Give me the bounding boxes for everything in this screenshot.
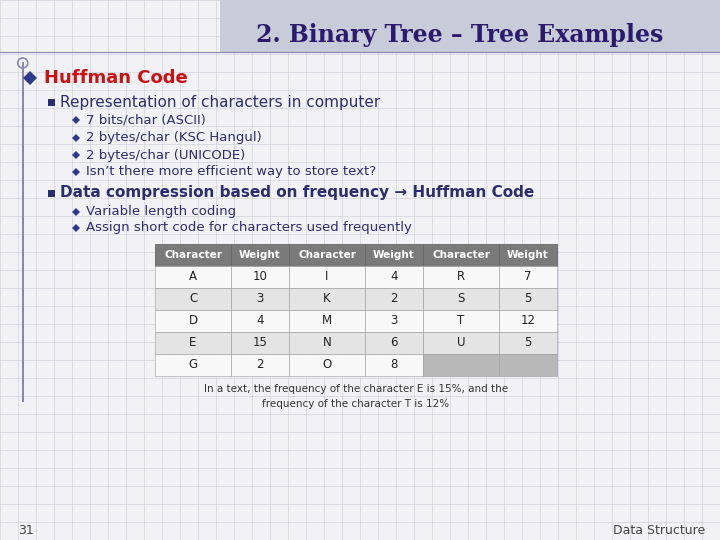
- Text: 7: 7: [524, 271, 532, 284]
- Bar: [231, 288, 289, 310]
- Bar: [289, 266, 365, 288]
- Bar: [499, 310, 557, 332]
- Text: 15: 15: [253, 336, 267, 349]
- Bar: [155, 288, 231, 310]
- Text: 2 bytes/char (UNICODE): 2 bytes/char (UNICODE): [86, 148, 246, 161]
- Text: 4: 4: [256, 314, 264, 327]
- Polygon shape: [72, 151, 80, 159]
- Text: Representation of characters in computer: Representation of characters in computer: [60, 94, 380, 110]
- Text: O: O: [323, 359, 332, 372]
- Text: K: K: [323, 293, 330, 306]
- Bar: [365, 354, 423, 376]
- Polygon shape: [72, 116, 80, 124]
- Polygon shape: [23, 71, 37, 85]
- Bar: [155, 310, 231, 332]
- Bar: [231, 332, 289, 354]
- Bar: [289, 288, 365, 310]
- Text: 5: 5: [524, 293, 531, 306]
- Bar: [499, 244, 557, 266]
- Text: 3: 3: [256, 293, 264, 306]
- Bar: [423, 244, 499, 266]
- Text: G: G: [189, 359, 197, 372]
- Bar: [48, 190, 55, 197]
- Text: Weight: Weight: [373, 250, 415, 260]
- Bar: [423, 310, 499, 332]
- Bar: [231, 354, 289, 376]
- Text: D: D: [189, 314, 197, 327]
- Text: 2: 2: [390, 293, 397, 306]
- Bar: [289, 332, 365, 354]
- Text: 4: 4: [390, 271, 397, 284]
- Bar: [423, 288, 499, 310]
- Text: T: T: [457, 314, 464, 327]
- Text: 31: 31: [18, 523, 34, 537]
- Text: 2 bytes/char (KSC Hangul): 2 bytes/char (KSC Hangul): [86, 132, 262, 145]
- Text: U: U: [456, 336, 465, 349]
- Text: 2. Binary Tree – Tree Examples: 2. Binary Tree – Tree Examples: [256, 23, 664, 47]
- Polygon shape: [72, 168, 80, 176]
- Text: A: A: [189, 271, 197, 284]
- Bar: [289, 310, 365, 332]
- Text: Data Structure: Data Structure: [613, 523, 705, 537]
- Bar: [365, 288, 423, 310]
- Bar: [499, 332, 557, 354]
- Text: Weight: Weight: [507, 250, 549, 260]
- Bar: [499, 288, 557, 310]
- Text: Isn’t there more efficient way to store text?: Isn’t there more efficient way to store …: [86, 165, 376, 179]
- Bar: [365, 332, 423, 354]
- Text: 12: 12: [521, 314, 536, 327]
- Polygon shape: [72, 134, 80, 142]
- Bar: [155, 266, 231, 288]
- Text: Huffman Code: Huffman Code: [44, 69, 188, 87]
- Bar: [289, 354, 365, 376]
- Text: 5: 5: [524, 336, 531, 349]
- Bar: [22, 62, 24, 402]
- Text: C: C: [189, 293, 197, 306]
- Text: 8: 8: [390, 359, 397, 372]
- Bar: [423, 266, 499, 288]
- Text: 3: 3: [390, 314, 397, 327]
- Text: Assign short code for characters used frequently: Assign short code for characters used fr…: [86, 221, 412, 234]
- Bar: [231, 244, 289, 266]
- Bar: [155, 354, 231, 376]
- Text: Character: Character: [298, 250, 356, 260]
- Text: E: E: [189, 336, 197, 349]
- Text: Weight: Weight: [239, 250, 281, 260]
- Text: Character: Character: [432, 250, 490, 260]
- Text: 2: 2: [256, 359, 264, 372]
- Bar: [423, 354, 499, 376]
- Bar: [423, 332, 499, 354]
- Bar: [48, 99, 55, 106]
- Text: N: N: [323, 336, 331, 349]
- Text: Character: Character: [164, 250, 222, 260]
- Bar: [155, 332, 231, 354]
- Text: Data compression based on frequency → Huffman Code: Data compression based on frequency → Hu…: [60, 186, 534, 200]
- Bar: [220, 0, 720, 52]
- Bar: [365, 310, 423, 332]
- Bar: [231, 310, 289, 332]
- Bar: [231, 266, 289, 288]
- Bar: [289, 244, 365, 266]
- Text: In a text, the frequency of the character E is 15%, and the
frequency of the cha: In a text, the frequency of the characte…: [204, 384, 508, 409]
- Bar: [365, 266, 423, 288]
- Polygon shape: [72, 208, 80, 216]
- Bar: [365, 244, 423, 266]
- Text: S: S: [457, 293, 464, 306]
- Bar: [499, 266, 557, 288]
- Text: 7 bits/char (ASCII): 7 bits/char (ASCII): [86, 113, 206, 126]
- Bar: [155, 244, 231, 266]
- Text: Variable length coding: Variable length coding: [86, 206, 236, 219]
- Text: M: M: [322, 314, 332, 327]
- Text: R: R: [457, 271, 465, 284]
- Bar: [499, 354, 557, 376]
- Text: I: I: [325, 271, 329, 284]
- Text: 10: 10: [253, 271, 267, 284]
- Text: 6: 6: [390, 336, 397, 349]
- Polygon shape: [72, 224, 80, 232]
